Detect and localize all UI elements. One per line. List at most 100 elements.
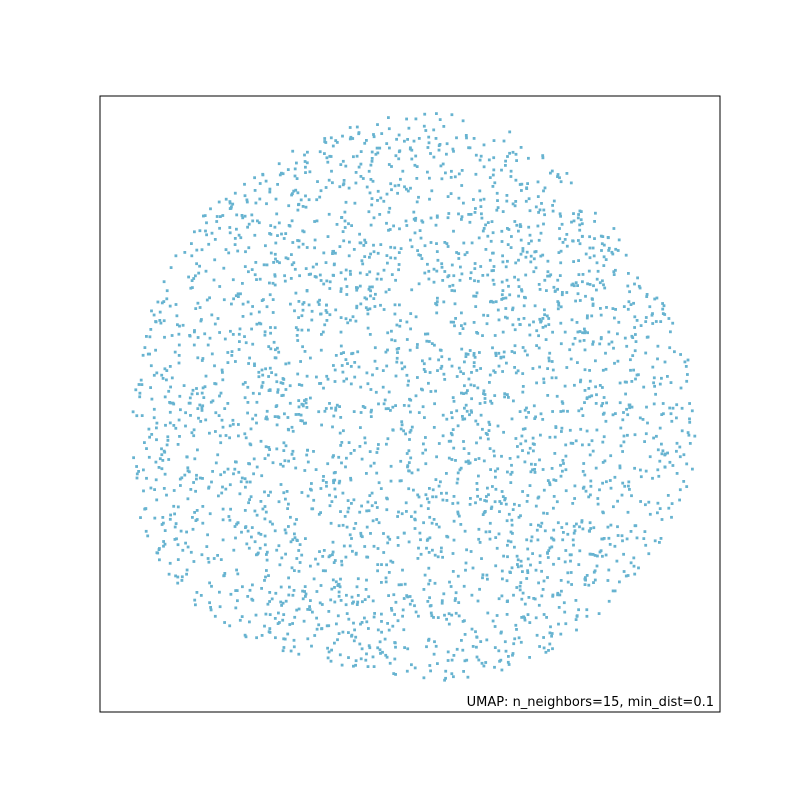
scatter-point [154, 460, 158, 464]
scatter-point [467, 377, 471, 381]
scatter-point [540, 594, 544, 598]
scatter-point [424, 448, 427, 452]
scatter-point [560, 526, 564, 529]
scatter-point [656, 448, 660, 452]
scatter-point [263, 457, 267, 460]
scatter-point [356, 577, 360, 581]
scatter-point [429, 152, 432, 155]
scatter-point [622, 434, 626, 438]
scatter-point [356, 286, 359, 290]
scatter-point [462, 670, 465, 673]
scatter-point [180, 575, 184, 579]
scatter-point [440, 262, 444, 266]
scatter-point [158, 547, 161, 550]
scatter-point [569, 181, 573, 185]
scatter-point [347, 254, 351, 258]
scatter-point [396, 619, 400, 623]
scatter-point [407, 487, 411, 491]
scatter-point [410, 157, 414, 161]
scatter-point [670, 502, 674, 505]
scatter-point [585, 608, 589, 612]
scatter-point [445, 152, 448, 156]
scatter-point [201, 386, 205, 390]
scatter-point [194, 274, 197, 278]
scatter-point [648, 305, 652, 309]
scatter-point [481, 576, 484, 580]
scatter-point [475, 488, 479, 491]
scatter-point [517, 285, 521, 288]
scatter-point [230, 205, 233, 209]
scatter-point [494, 475, 497, 479]
scatter-point [527, 411, 530, 414]
scatter-point [440, 177, 444, 181]
scatter-point [570, 283, 574, 287]
scatter-point [508, 570, 512, 574]
scatter-point [205, 545, 209, 548]
scatter-point [167, 572, 171, 576]
scatter-point [526, 569, 529, 573]
scatter-point [236, 599, 239, 603]
scatter-point [382, 199, 386, 203]
scatter-point [547, 323, 551, 326]
scatter-point [619, 444, 623, 448]
scatter-point [405, 338, 409, 341]
scatter-point [592, 254, 596, 258]
scatter-point [327, 650, 331, 654]
scatter-point [222, 298, 226, 302]
scatter-point [348, 544, 352, 548]
scatter-point [626, 510, 630, 514]
scatter-point [384, 580, 388, 584]
scatter-point [162, 449, 166, 453]
scatter-point [334, 495, 337, 499]
scatter-point [506, 243, 510, 246]
scatter-point [529, 539, 533, 543]
scatter-point [179, 484, 182, 487]
scatter-point [628, 488, 631, 491]
scatter-point [654, 320, 658, 323]
scatter-point [522, 304, 526, 308]
scatter-point [297, 652, 301, 656]
scatter-point [580, 407, 583, 411]
scatter-point [545, 289, 548, 292]
scatter-point [405, 224, 409, 227]
scatter-point [521, 385, 525, 388]
scatter-point [604, 419, 608, 423]
scatter-point [423, 112, 427, 116]
scatter-point [425, 645, 428, 649]
scatter-point [208, 581, 211, 585]
scatter-point [177, 343, 181, 347]
scatter-point [376, 272, 380, 276]
scatter-point [295, 177, 299, 180]
scatter-point [521, 490, 524, 493]
scatter-point [304, 171, 307, 174]
scatter-point [484, 223, 487, 227]
scatter-point [331, 550, 335, 554]
scatter-point [463, 384, 466, 388]
scatter-point [472, 364, 476, 368]
scatter-point [584, 252, 588, 256]
scatter-point [382, 532, 385, 535]
scatter-point [408, 438, 411, 441]
scatter-point [347, 631, 350, 634]
scatter-point [282, 613, 286, 616]
scatter-point [155, 371, 159, 375]
scatter-point [200, 318, 203, 321]
scatter-point [267, 574, 270, 577]
scatter-point [277, 350, 281, 354]
scatter-point [577, 259, 580, 262]
scatter-point [575, 522, 578, 526]
scatter-point [327, 212, 331, 216]
scatter-point [203, 214, 207, 217]
scatter-point [638, 416, 642, 420]
scatter-point [326, 377, 330, 381]
scatter-point [412, 210, 416, 214]
scatter-point [679, 386, 683, 390]
scatter-point [317, 512, 321, 516]
scatter-point [350, 352, 353, 356]
scatter-point [363, 255, 367, 258]
scatter-point [380, 620, 383, 623]
scatter-point [332, 414, 336, 418]
scatter-point [221, 371, 224, 374]
scatter-point [296, 328, 300, 332]
scatter-point [478, 189, 482, 193]
